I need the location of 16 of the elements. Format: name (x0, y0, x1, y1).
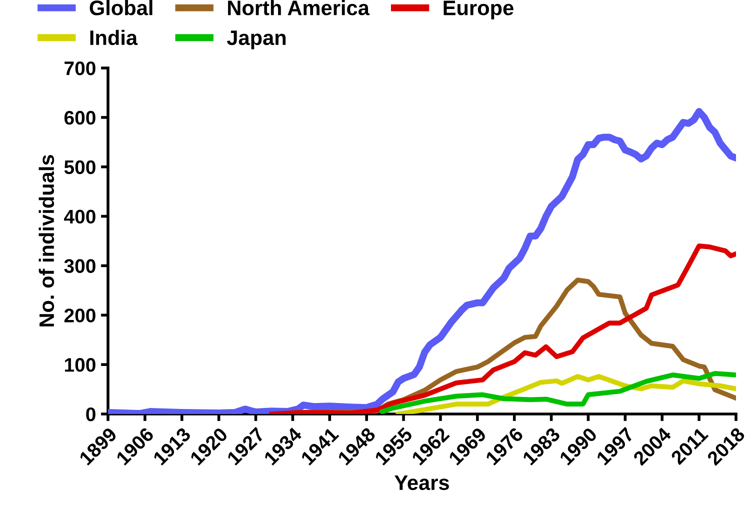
legend-label: North America (228, 0, 370, 16)
y-tick-label: 500 (64, 160, 96, 174)
legend-label: Japan (226, 30, 286, 50)
legend-label: Global (90, 0, 152, 16)
y-tick-label: 100 (64, 358, 96, 372)
y-axis-title: No. of individuals (38, 155, 54, 326)
y-tick-label: 700 (64, 61, 96, 76)
y-tick-label: 400 (64, 210, 96, 224)
x-axis-title: Years (394, 476, 449, 490)
y-tick-label: 600 (64, 110, 96, 125)
y-tick-label: 200 (64, 308, 96, 322)
legend-label: Europe (444, 0, 514, 20)
line-series (269, 244, 736, 414)
legend-label: India (90, 30, 138, 46)
y-tick-label: 0 (86, 407, 96, 422)
y-tick-label: 300 (64, 259, 96, 273)
